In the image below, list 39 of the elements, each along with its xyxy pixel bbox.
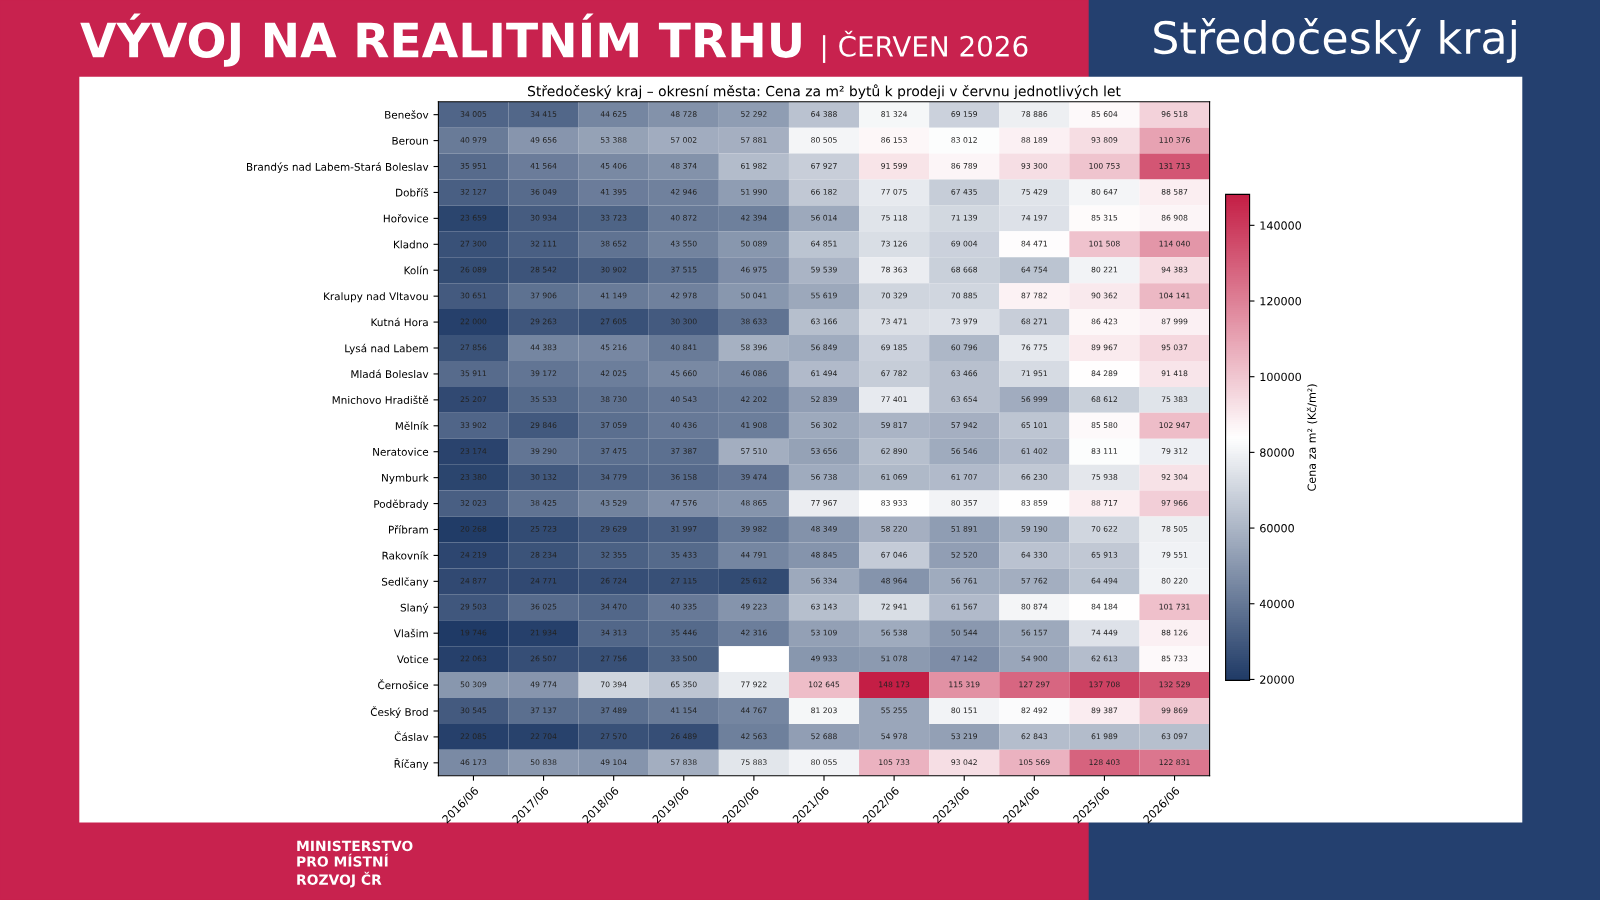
y-tick-label: Rakovník (382, 551, 429, 560)
y-tick-label: Benešov (385, 110, 429, 119)
color-bar-label: 60000 (1260, 524, 1294, 533)
color-bar-title: Cena za m² (Kč/m²) (1306, 384, 1318, 491)
y-tick-label: Příbram (389, 525, 428, 534)
y-tick-label: Beroun (392, 136, 428, 145)
color-bar-label: 80000 (1260, 448, 1294, 457)
y-tick-label: Sedlčany (381, 577, 429, 588)
text: VÝVOJ NA REALITNÍM TRHU (80, 13, 801, 67)
y-tick-label: Brandýs nad Labem-Stará Boleslav (247, 162, 429, 173)
color-bar-label: 140000 (1260, 221, 1301, 230)
y-tick-label: Lysá nad Labem (345, 343, 428, 355)
y-tick-label: Černošice (378, 679, 429, 690)
y-tick-label: Čáslav (394, 731, 429, 742)
y-tick-label: Nymburk (382, 473, 429, 484)
y-tick-label: Dobříš (396, 188, 429, 197)
y-tick-label: Hořovice (383, 214, 429, 223)
y-tick-label: Český Brod (370, 706, 428, 718)
chart-title: Středočeský kraj – okresní města: Cena za m² bytů k prodeji v červnu jednotlivých let (528, 84, 1121, 100)
text: Středočeský kraj (1154, 18, 1516, 63)
color-bar-label: 20000 (1260, 675, 1294, 684)
y-tick-label: Mnichovo Hradiště (332, 395, 429, 404)
y-tick-label: Mladá Boleslav (351, 369, 429, 379)
y-tick-label: Poděbrady (374, 499, 429, 510)
color-bar-label: 40000 (1259, 599, 1294, 609)
y-tick-label: Votice (396, 655, 429, 664)
y-tick-label: Kutná Hora (371, 317, 428, 327)
y-tick-label: Kralupy nad Vltavou (324, 292, 428, 303)
text: MINISTERSTVO PRO MÍSTNÍ ROZVOJ ČR (297, 840, 413, 888)
y-tick-label: Slaný (400, 603, 429, 614)
y-tick-label: Kladno (394, 240, 429, 249)
y-tick-label: Vlašim (393, 628, 428, 638)
y-tick-label: Mělník (395, 421, 429, 430)
text: | ČERVEN 2026 (822, 30, 1028, 63)
y-tick-label: Kolín (404, 265, 428, 275)
y-tick-label: Říčany (394, 758, 429, 770)
color-bar-label: 100000 (1260, 372, 1301, 382)
color-bar-label: 120000 (1260, 296, 1301, 306)
y-tick-label: Neratovice (373, 447, 429, 456)
